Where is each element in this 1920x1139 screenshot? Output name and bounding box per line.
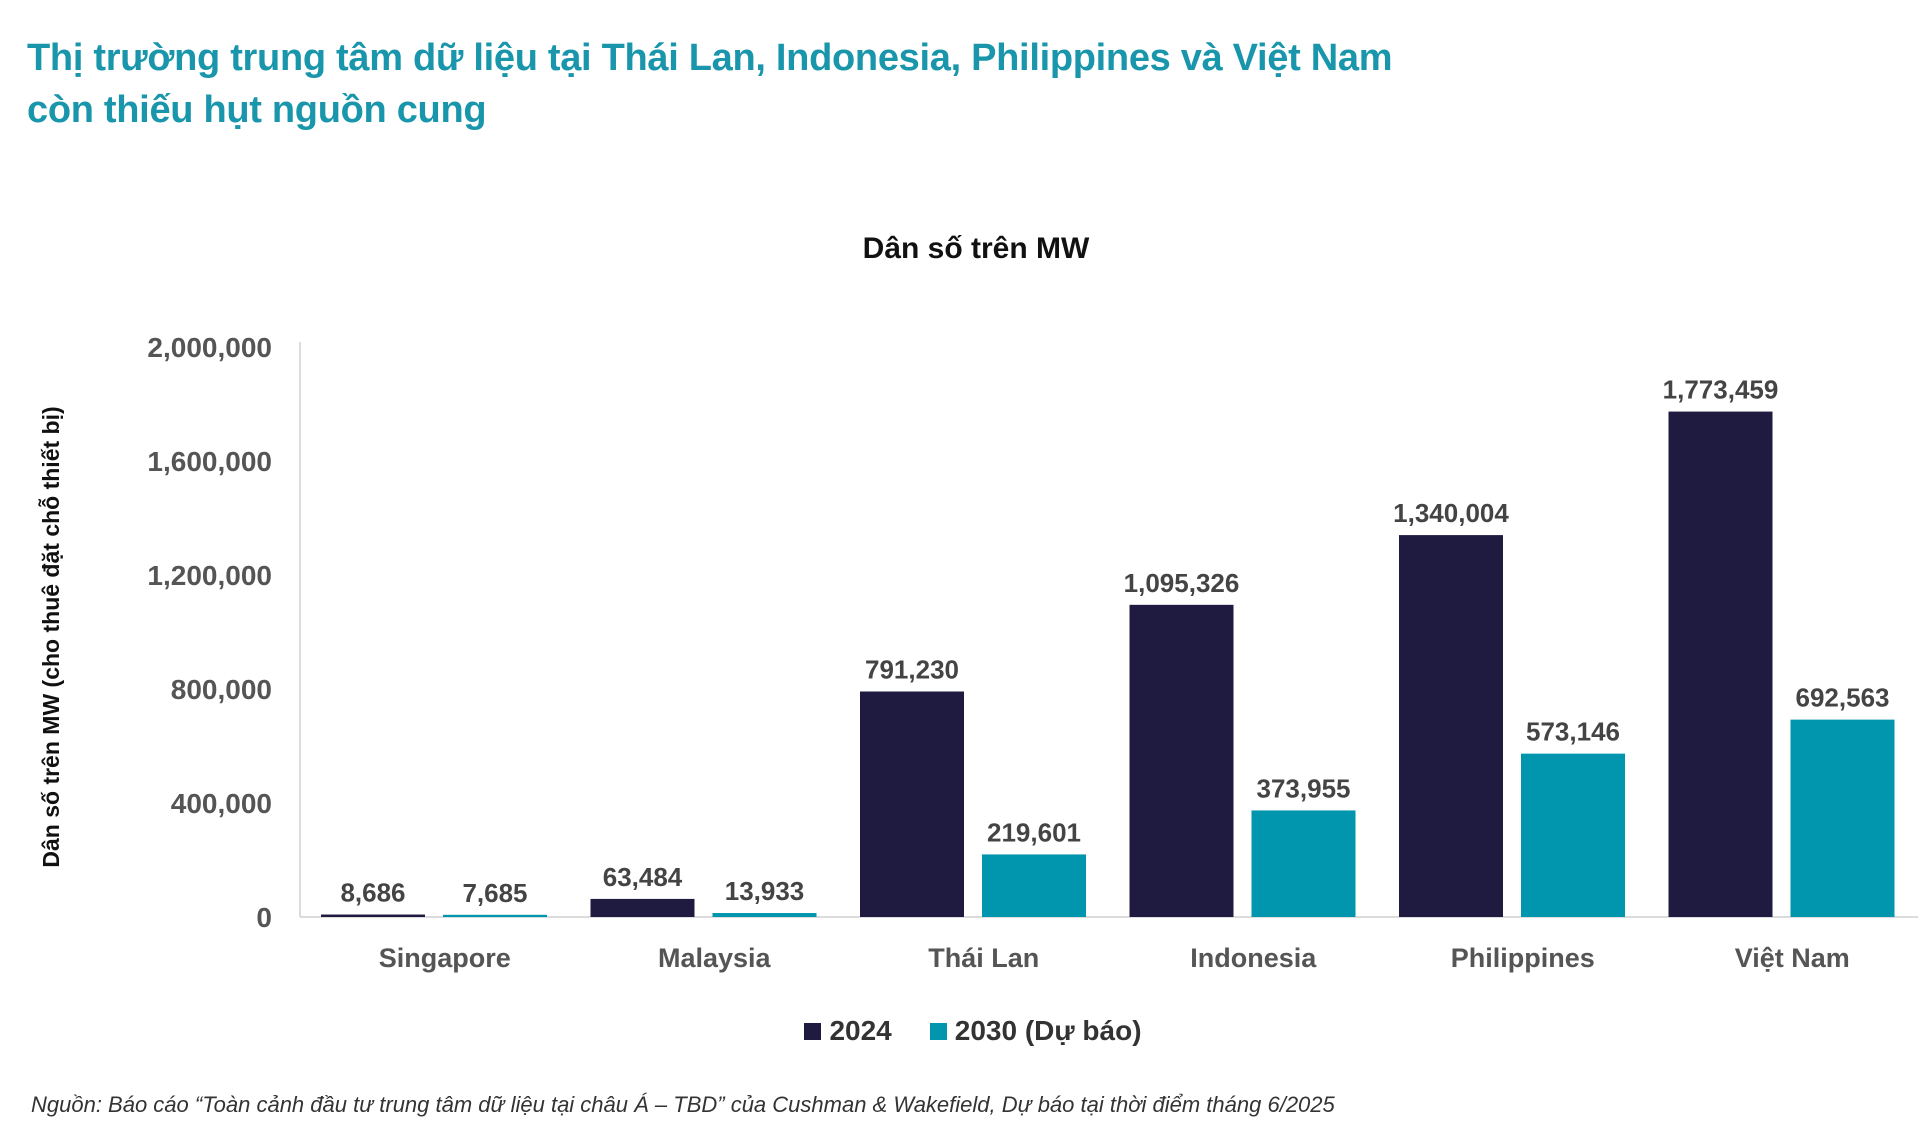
data-label: 219,601 xyxy=(987,817,1081,847)
bar-2024-Singapore xyxy=(321,914,425,917)
data-label: 1,340,004 xyxy=(1393,498,1509,528)
data-label: 692,563 xyxy=(1796,683,1890,713)
data-label: 8,686 xyxy=(340,878,405,908)
data-label: 373,955 xyxy=(1257,773,1351,803)
legend-item-2024: 2024 xyxy=(804,1015,892,1047)
bar-2024-Philippines xyxy=(1399,535,1503,917)
data-label: 1,095,326 xyxy=(1124,568,1240,598)
y-tick-label: 800,000 xyxy=(171,674,272,705)
bar-2030-Philippines xyxy=(1521,753,1625,917)
x-tick-label: Malaysia xyxy=(658,943,772,973)
x-tick-label: Việt Nam xyxy=(1735,943,1850,973)
x-tick-label: Philippines xyxy=(1451,943,1595,973)
x-tick-label: Indonesia xyxy=(1190,943,1317,973)
data-label: 7,685 xyxy=(462,878,527,908)
y-tick-label: 400,000 xyxy=(171,788,272,819)
chart-title: Dân số trên MW xyxy=(862,232,1090,265)
legend-label: 2030 (Dự báo) xyxy=(954,1015,1142,1046)
page-title: Thị trường trung tâm dữ liệu tại Thái La… xyxy=(27,32,1393,136)
y-tick-label: 1,600,000 xyxy=(147,446,272,477)
legend-item-2030: 2030 (Dự báo) xyxy=(929,1015,1142,1047)
legend-label: 2024 xyxy=(829,1015,892,1046)
y-tick-label: 2,000,000 xyxy=(147,332,272,363)
x-tick-label: Thái Lan xyxy=(928,943,1039,973)
bar-2030-Việt Nam xyxy=(1790,719,1895,917)
data-label: 573,146 xyxy=(1526,717,1620,747)
legend-swatch-2024 xyxy=(804,1022,822,1040)
title-line-1: Thị trường trung tâm dữ liệu tại Thái La… xyxy=(27,37,1393,79)
data-label: 1,773,459 xyxy=(1663,375,1779,405)
source-note: Nguồn: Báo cáo “Toàn cảnh đầu tư trung t… xyxy=(31,1092,1335,1117)
legend-swatch-2030 xyxy=(929,1022,947,1040)
data-label: 63,484 xyxy=(603,862,683,892)
y-tick-label: 1,200,000 xyxy=(147,560,272,591)
data-label: 13,933 xyxy=(725,876,805,906)
bar-2024-Malaysia xyxy=(590,898,695,917)
bar-2024-Indonesia xyxy=(1129,604,1234,917)
y-axis-title: Dân số trên MW (cho thuê đặt chỗ thiết b… xyxy=(37,406,64,867)
bar-2024-Việt Nam xyxy=(1668,411,1773,917)
data-label: 791,230 xyxy=(865,654,959,684)
bar-2030-Malaysia xyxy=(712,913,817,917)
bar-2030-Thái Lan xyxy=(982,854,1086,917)
y-tick-label: 0 xyxy=(256,902,272,933)
title-line-2: còn thiếu hụt nguồn cung xyxy=(27,89,487,131)
bar-2030-Singapore xyxy=(443,914,547,917)
x-tick-label: Singapore xyxy=(379,943,511,973)
bar-2024-Thái Lan xyxy=(860,691,964,917)
bar-2030-Indonesia xyxy=(1251,810,1356,917)
legend: 2024 2030 (Dự báo) xyxy=(0,1015,1920,1047)
